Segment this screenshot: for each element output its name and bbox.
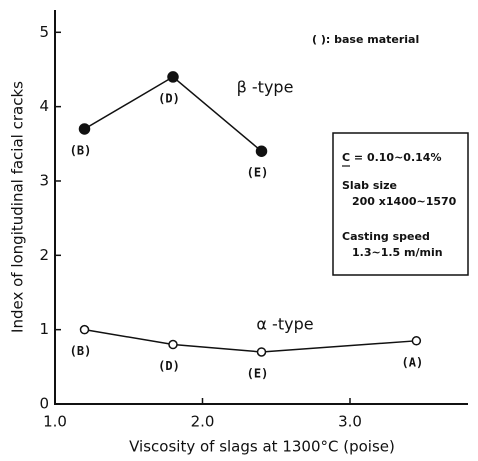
condition: Slab size [342,179,397,192]
base-note: ( ): base material [312,33,419,46]
data-point [256,347,267,357]
y-tick-label: 5 [39,23,49,41]
point-label: (B) [70,143,92,157]
x-tick-label: 1.0 [43,413,67,431]
y-tick-label: 3 [39,171,49,189]
y-tick-label: 2 [39,246,49,264]
data-point [167,71,179,83]
series-label: α -type [256,315,313,334]
series-line [84,75,262,152]
point-label: (D) [158,91,180,105]
data-point [79,324,90,335]
series-label: β -type [237,78,294,97]
condition: C = 0.10~0.14% [342,151,441,164]
condition: 1.3~1.5 m/min [352,246,443,259]
y-axis-label: Index of longitudinal facial cracks [9,81,27,333]
x-axis-label: Viscosity of slags at 1300°C (poise) [129,438,395,456]
y-tick-label: 0 [39,395,49,413]
condition: Casting speed [342,230,430,243]
condition: 200 x1400~1570 [352,195,457,208]
point-label: (E) [247,366,269,380]
conditions-box [332,132,469,276]
data-point [168,339,178,350]
point-label: (A) [402,355,424,369]
point-label: (D) [158,359,180,373]
y-tick-label: 1 [39,320,49,338]
point-label: (E) [247,166,269,180]
point-label: (B) [70,344,92,358]
data-point [78,123,91,135]
series-line [84,328,417,353]
x-tick-label: 2.0 [191,413,215,431]
x-tick-label: 3.0 [338,413,362,431]
y-tick-label: 4 [39,97,49,115]
data-point [255,145,268,157]
data-point [411,336,422,346]
